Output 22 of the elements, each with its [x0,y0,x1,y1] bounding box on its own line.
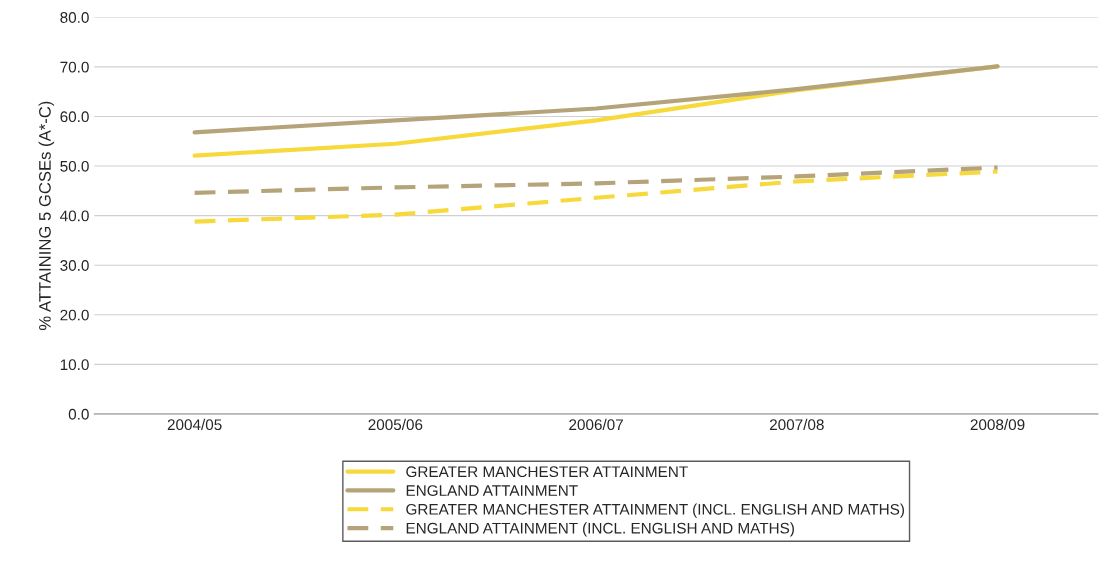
y-axis-title: % ATTAINING 5 GCSEs (A*-C) [38,101,55,331]
y-tick-label: 40.0 [60,210,89,222]
y-tick-label: 80.0 [60,12,89,23]
y-tick-label: 70.0 [60,61,89,73]
legend-label: ENGLAND ATTAINMENT (INCL. ENGLISH AND MATHS) [406,522,794,537]
y-tick-label: 60.0 [60,111,89,123]
x-tick-label: 2005/06 [368,418,423,431]
y-tick-label: 50.0 [60,160,89,172]
x-tick-label: 2006/07 [569,418,623,431]
x-tick-label: 2007/08 [769,418,824,431]
y-tick-label: 0.0 [68,408,89,420]
line-series [192,165,1000,195]
x-tick-label: 2004/05 [167,418,222,431]
line-series [192,169,1000,224]
y-tick-label: 30.0 [60,260,89,271]
y-tick-label: 10.0 [60,359,89,371]
legend-label: GREATER MANCHESTER ATTAINMENT (INCL. ENGLISH AND MATHS) [406,503,904,518]
line-series [192,64,1000,135]
x-tick-label: 2008/09 [970,418,1025,431]
legend-label: ENGLAND ATTAINMENT [406,485,578,496]
legend-label: GREATER MANCHESTER ATTAINMENT [406,466,688,478]
y-tick-label: 20.0 [60,309,89,321]
